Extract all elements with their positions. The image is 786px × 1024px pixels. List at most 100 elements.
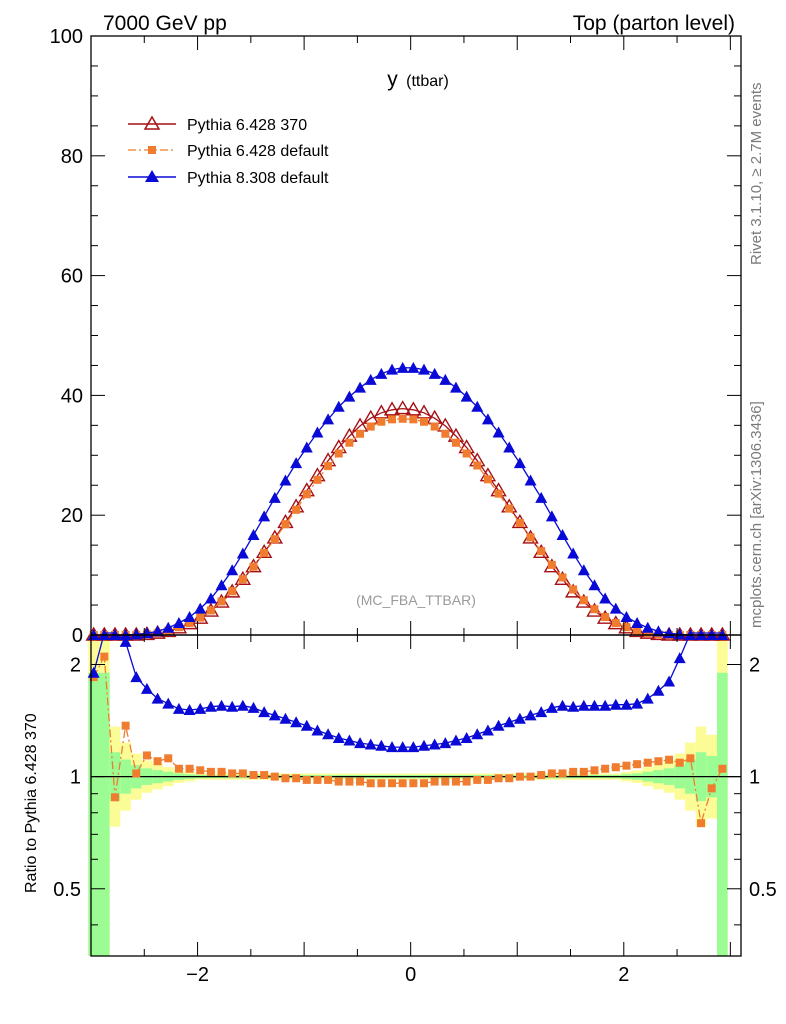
ratio-uncertainty-bands bbox=[88, 635, 728, 956]
main-point bbox=[643, 629, 652, 638]
ratio-y-tick-label-right: 1 bbox=[749, 767, 760, 789]
ratio-point bbox=[481, 724, 494, 736]
ratio-point bbox=[206, 767, 215, 776]
main-point bbox=[206, 606, 215, 615]
main-point bbox=[611, 619, 620, 628]
ratio-point bbox=[558, 769, 567, 778]
main-point bbox=[396, 361, 409, 373]
main-point bbox=[631, 617, 644, 629]
ratio-point bbox=[204, 700, 217, 712]
ratio-frame bbox=[90, 634, 742, 957]
ratio-point bbox=[217, 767, 226, 776]
y-tick-label: 0 bbox=[72, 625, 83, 647]
ratio-point bbox=[356, 777, 365, 786]
ratio-point bbox=[652, 684, 665, 696]
main-point bbox=[535, 491, 548, 503]
main-point bbox=[268, 491, 281, 503]
band-inner bbox=[98, 672, 110, 956]
ratio-point bbox=[386, 741, 399, 753]
main-point bbox=[311, 426, 324, 438]
main-point bbox=[183, 611, 196, 623]
main-point bbox=[620, 611, 633, 623]
x-tick-label: 2 bbox=[618, 964, 629, 986]
main-point bbox=[505, 504, 514, 513]
ratio-point bbox=[641, 692, 654, 704]
main-point bbox=[172, 617, 185, 629]
main-point bbox=[343, 390, 356, 402]
main-point bbox=[238, 575, 247, 584]
ratio-point bbox=[313, 775, 322, 784]
main-point bbox=[364, 373, 377, 385]
ratio-point bbox=[439, 737, 452, 749]
main-point bbox=[545, 510, 558, 522]
ratio-series-1 bbox=[87, 632, 723, 753]
main-point bbox=[215, 579, 228, 591]
svg-text:Pythia 8.308 default: Pythia 8.308 default bbox=[187, 170, 329, 187]
main-point bbox=[162, 621, 175, 633]
main-point bbox=[388, 415, 397, 424]
main-point bbox=[354, 381, 367, 393]
main-point bbox=[577, 564, 590, 576]
ratio-point bbox=[545, 701, 558, 713]
ratio-point bbox=[100, 652, 109, 661]
ratio-point bbox=[172, 702, 185, 714]
ratio-point bbox=[388, 779, 397, 788]
ratio-point bbox=[526, 772, 535, 781]
main-point bbox=[313, 475, 322, 484]
y-tick-label: 60 bbox=[61, 266, 83, 288]
main-point bbox=[579, 596, 588, 605]
y-tick-label: 40 bbox=[61, 385, 83, 407]
ratio-y-tick-label-right: 2 bbox=[749, 654, 760, 676]
ratio-point bbox=[396, 741, 409, 753]
main-point bbox=[217, 597, 226, 606]
ratio-point bbox=[140, 682, 153, 694]
rivet-label: Rivet 3.1.10, ≥ 2.7M events bbox=[748, 83, 765, 266]
ratio-point bbox=[663, 675, 676, 687]
band-inner bbox=[717, 672, 728, 956]
main-point bbox=[226, 564, 239, 576]
main-point bbox=[460, 390, 473, 402]
main-point bbox=[281, 520, 290, 529]
main-point bbox=[547, 560, 556, 569]
main-point bbox=[204, 592, 217, 604]
ratio-point bbox=[567, 700, 580, 712]
ratio-point bbox=[174, 764, 183, 773]
ratio-point bbox=[697, 819, 706, 828]
ratio-point bbox=[164, 754, 173, 763]
ratio-point bbox=[460, 731, 473, 743]
y-tick-label: 80 bbox=[61, 146, 83, 168]
ratio-point bbox=[524, 709, 537, 721]
main-point bbox=[409, 415, 418, 424]
ratio-point bbox=[162, 697, 175, 709]
ratio-point bbox=[185, 764, 194, 773]
main-point bbox=[258, 510, 271, 522]
ratio-point bbox=[577, 699, 590, 711]
ratio-point bbox=[505, 774, 514, 783]
ratio-point bbox=[503, 716, 516, 728]
main-point bbox=[386, 363, 399, 375]
ratio-point bbox=[407, 741, 420, 753]
main-point bbox=[494, 489, 503, 498]
ratio-point bbox=[119, 635, 132, 647]
ratio-y-tick-label-right: 0.5 bbox=[749, 879, 777, 901]
main-point bbox=[449, 381, 462, 393]
ratio-point bbox=[366, 779, 375, 788]
header-right: Top (parton level) bbox=[573, 12, 735, 35]
y-tick-label: 20 bbox=[61, 505, 83, 527]
ratio-point bbox=[675, 758, 684, 767]
ratio-point bbox=[515, 772, 524, 781]
ratio-point bbox=[364, 738, 377, 750]
ratio-series-line bbox=[93, 632, 723, 748]
ratio-point bbox=[300, 719, 313, 731]
main-point bbox=[556, 528, 569, 540]
ratio-point bbox=[622, 761, 631, 770]
main-point bbox=[292, 505, 301, 514]
ratio-point bbox=[324, 775, 333, 784]
main-point bbox=[398, 414, 407, 423]
ratio-point bbox=[599, 699, 612, 711]
main-point bbox=[513, 457, 526, 469]
main-point bbox=[375, 367, 388, 379]
ratio-point bbox=[654, 757, 663, 766]
main-point bbox=[569, 585, 578, 594]
ratio-point bbox=[226, 700, 239, 712]
